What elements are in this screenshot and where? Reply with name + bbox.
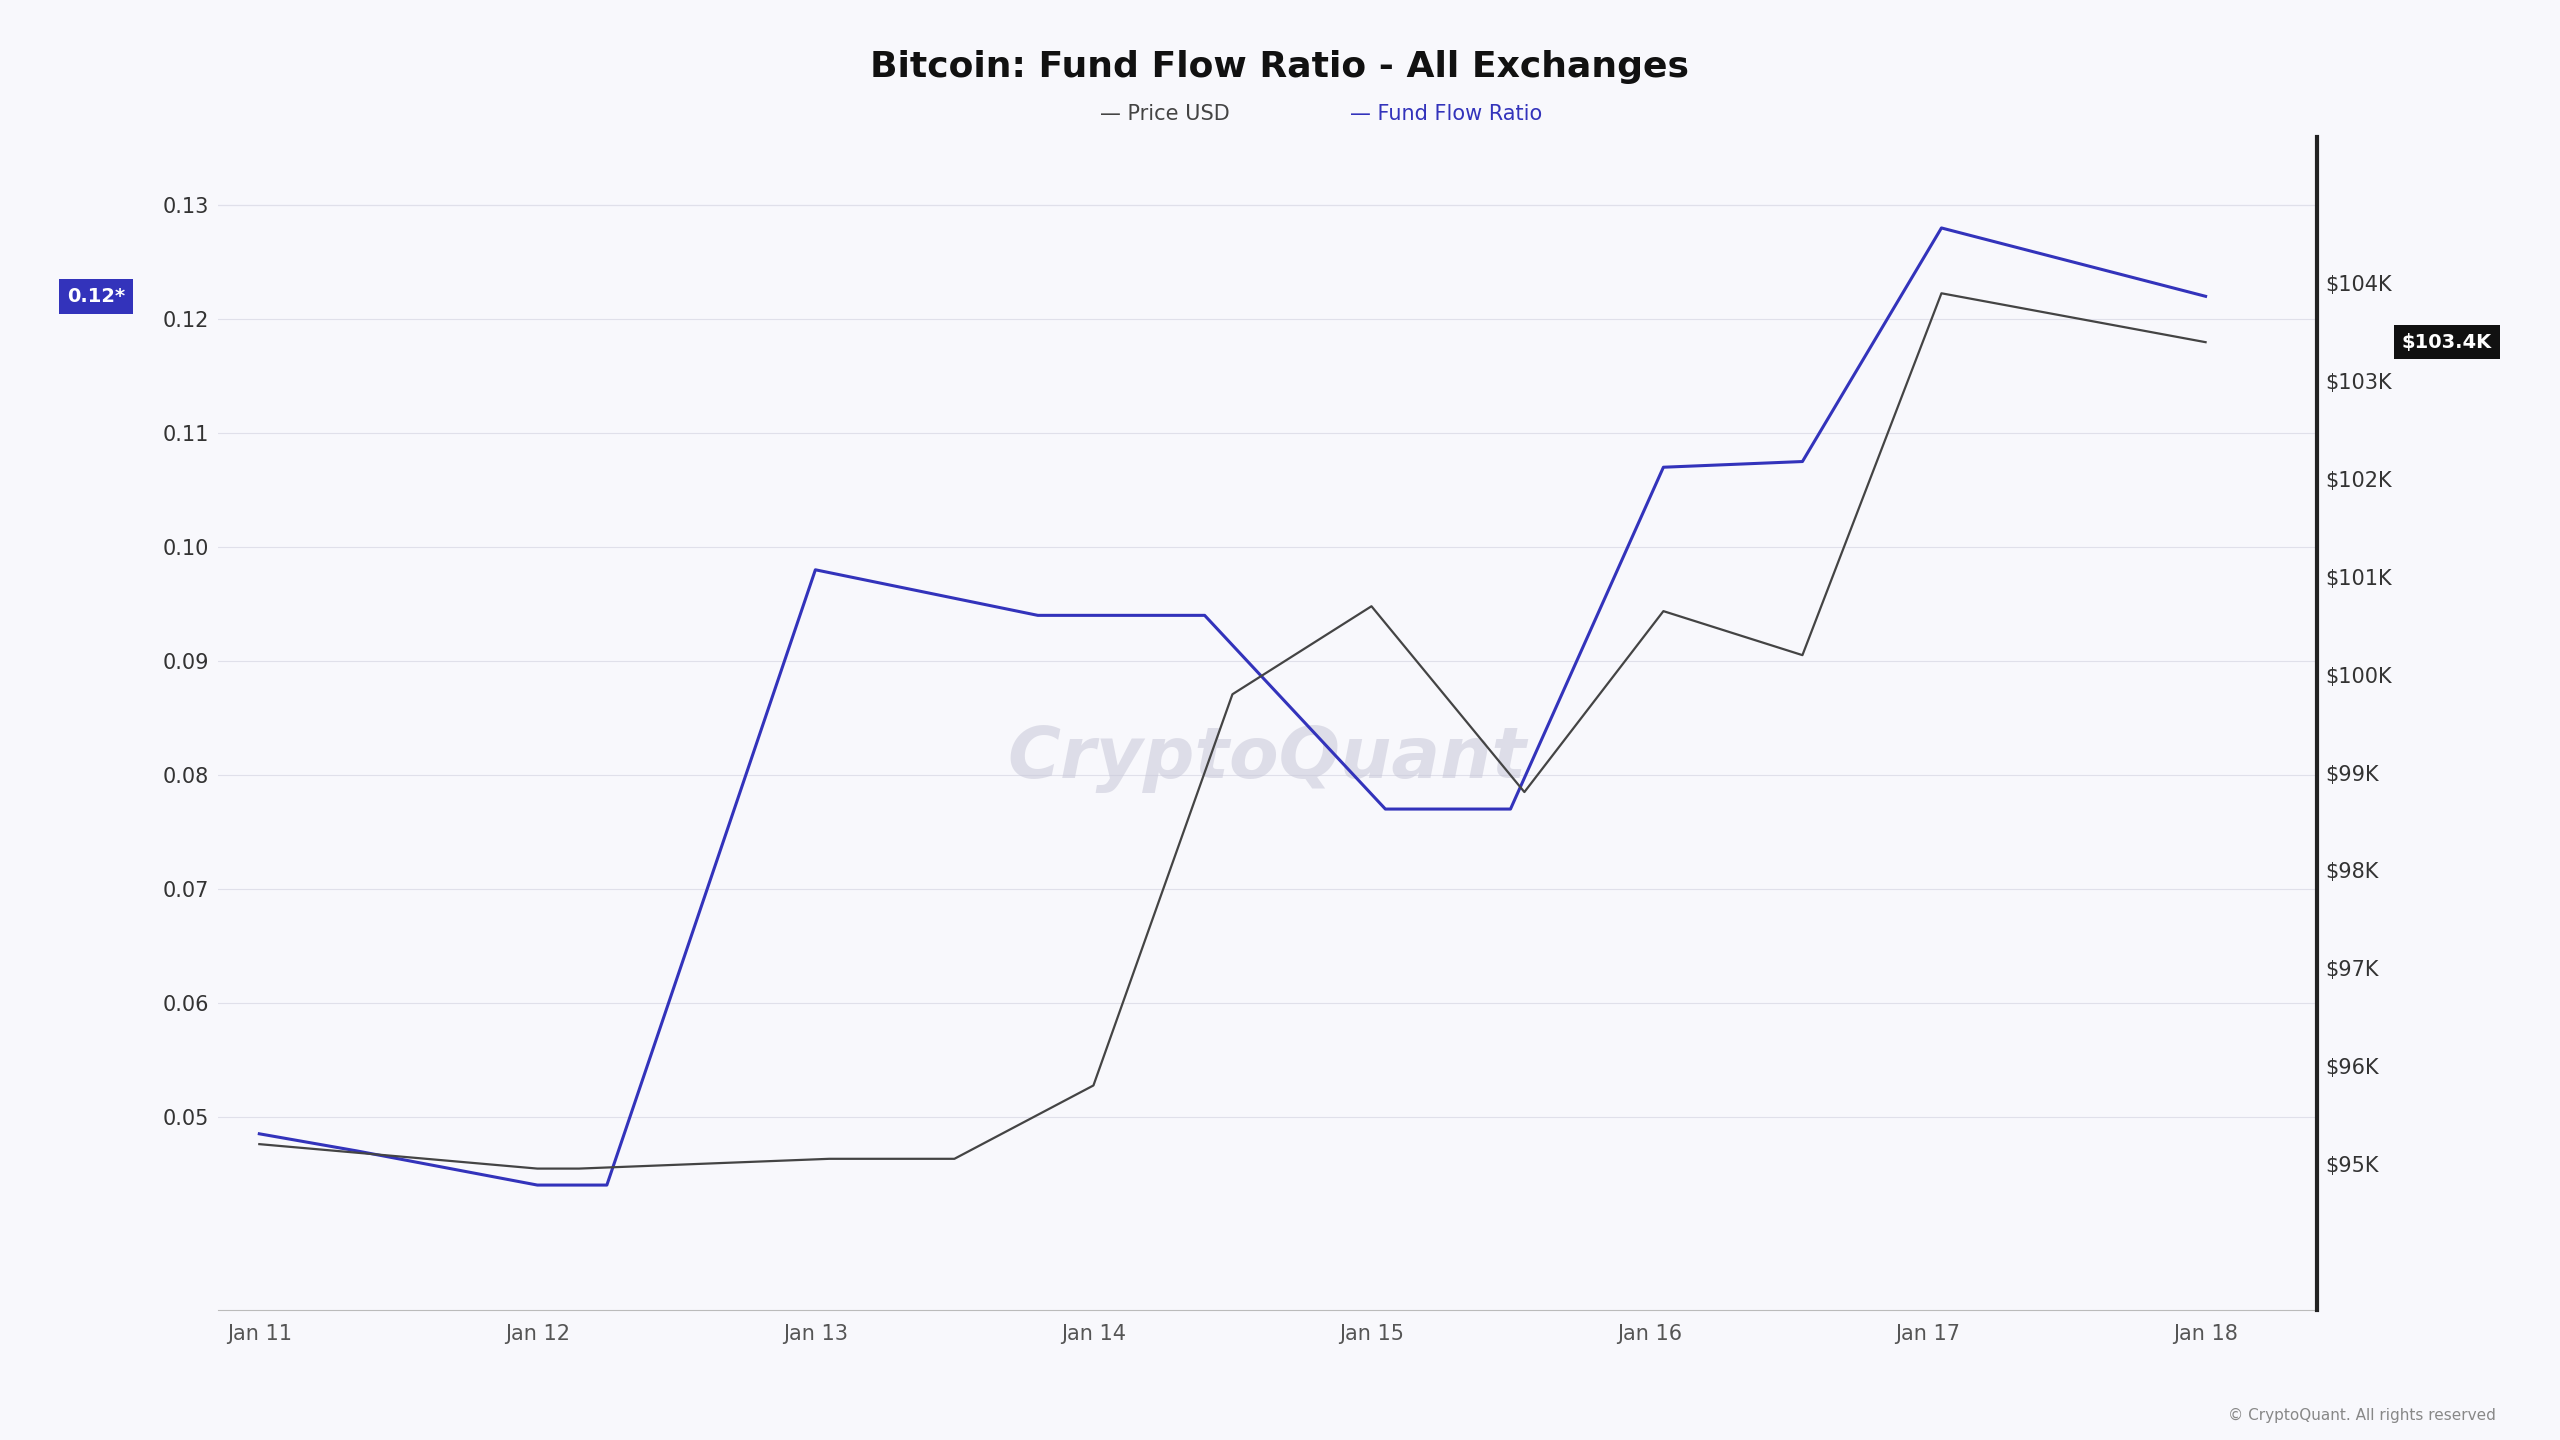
Text: © CryptoQuant. All rights reserved: © CryptoQuant. All rights reserved: [2227, 1408, 2496, 1423]
Text: CryptoQuant: CryptoQuant: [1009, 724, 1526, 793]
Text: Bitcoin: Fund Flow Ratio - All Exchanges: Bitcoin: Fund Flow Ratio - All Exchanges: [870, 50, 1690, 85]
Text: 0.12*: 0.12*: [67, 287, 125, 305]
Text: — Price USD: — Price USD: [1101, 104, 1229, 124]
Text: — Fund Flow Ratio: — Fund Flow Ratio: [1349, 104, 1544, 124]
Text: $103.4K: $103.4K: [2401, 333, 2491, 351]
